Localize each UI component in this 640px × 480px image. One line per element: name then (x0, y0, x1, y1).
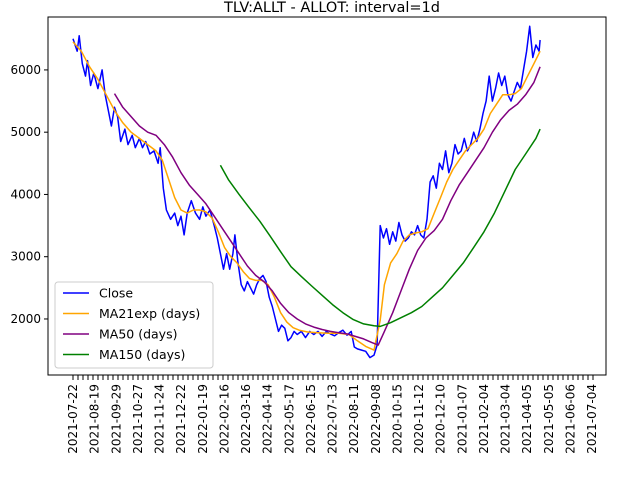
series-line-ma50 (113, 66, 541, 346)
x-tick-label: 2021-04-05 (520, 384, 534, 454)
legend-box (54, 281, 214, 369)
x-tick-label: 2022-01-19 (196, 384, 210, 454)
x-tick-label: 2022-06-15 (304, 384, 318, 454)
chart-title: TLV:ALLT - ALLOT: interval=1d (223, 0, 440, 16)
x-tick-label: 2022-09-08 (369, 384, 383, 454)
y-axis: 2000 3000 4000 5000 6000 (10, 63, 48, 326)
x-axis: 2021-07-22 2021-08-19 2021-09-29 2021-10-27… (66, 375, 599, 454)
x-tick-label: 2022-03-16 (239, 384, 253, 454)
y-tick-label: 2000 (10, 312, 41, 326)
series-line-ma150 (219, 128, 541, 328)
x-tick-label: 2022-02-16 (217, 384, 231, 454)
series-line-ma21exp (72, 41, 541, 351)
x-tick-label: 2021-05-05 (542, 384, 556, 454)
y-tick-label: 3000 (10, 250, 41, 264)
y-tick-label: 6000 (10, 63, 41, 77)
x-tick-label: 2021-02-04 (477, 384, 491, 454)
x-tick-label: 2020-11-12 (412, 384, 426, 454)
legend-label: Close (99, 286, 133, 301)
x-tick-label: 2021-10-27 (131, 384, 145, 454)
x-tick-label: 2022-07-13 (326, 384, 340, 454)
legend-label: MA50 (days) (99, 327, 177, 342)
plot-area (47, 16, 607, 376)
x-tick-label: 2021-07-04 (585, 384, 599, 454)
series-layer (72, 25, 541, 359)
x-tick-label: 2022-05-17 (282, 384, 296, 454)
legend: Close MA21exp (days) MA50 (days) MA150 (day… (54, 281, 214, 369)
x-tick-label: 2021-01-07 (455, 384, 469, 454)
x-tick-label: 2021-03-04 (499, 384, 513, 454)
y-tick-label: 4000 (10, 187, 41, 201)
x-tick-label: 2021-11-24 (153, 384, 167, 454)
x-tick-label: 2020-12-10 (434, 384, 448, 454)
y-tick-label: 5000 (10, 125, 41, 139)
x-tick-label: 2021-12-22 (174, 384, 188, 454)
x-tick-label: 2021-09-29 (109, 384, 123, 454)
x-tick-label: 2021-07-22 (66, 384, 80, 454)
legend-label: MA21exp (days) (99, 306, 200, 321)
legend-label: MA150 (days) (99, 347, 185, 362)
x-tick-label: 2021-06-06 (563, 384, 577, 454)
x-tick-label: 2021-08-19 (88, 384, 102, 454)
x-tick-label: 2022-04-14 (261, 384, 275, 454)
x-tick-label: 2022-08-11 (347, 384, 361, 454)
x-tick-label: 2020-10-15 (390, 384, 404, 454)
